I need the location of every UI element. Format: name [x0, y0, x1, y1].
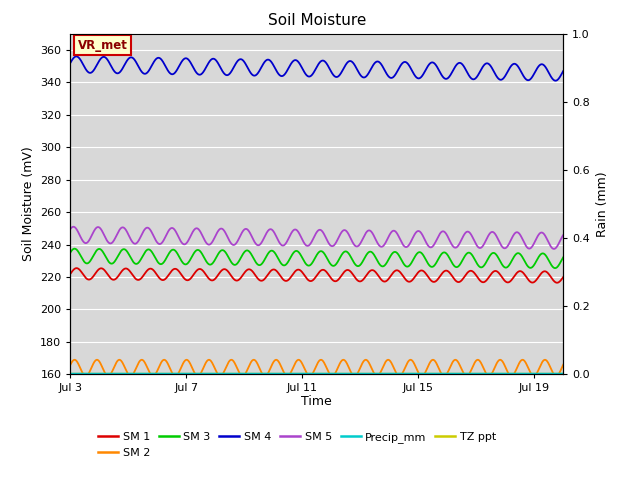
- X-axis label: Time: Time: [301, 395, 332, 408]
- Title: Soil Moisture: Soil Moisture: [268, 13, 366, 28]
- Y-axis label: Soil Moisture (mV): Soil Moisture (mV): [22, 146, 35, 262]
- Y-axis label: Rain (mm): Rain (mm): [596, 171, 609, 237]
- Legend: SM 1, SM 2, SM 3, SM 4, SM 5, Precip_mm, TZ ppt: SM 1, SM 2, SM 3, SM 4, SM 5, Precip_mm,…: [93, 428, 500, 462]
- Text: VR_met: VR_met: [78, 39, 127, 52]
